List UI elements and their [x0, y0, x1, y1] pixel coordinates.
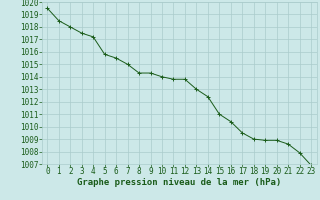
X-axis label: Graphe pression niveau de la mer (hPa): Graphe pression niveau de la mer (hPa)	[77, 178, 281, 187]
